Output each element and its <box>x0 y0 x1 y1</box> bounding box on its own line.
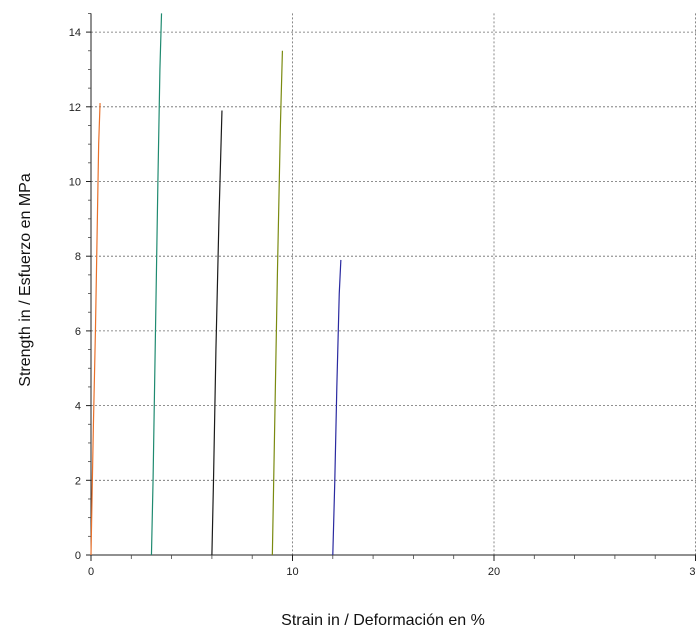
axes <box>90 13 696 556</box>
x-tick-label: 0 <box>88 566 94 578</box>
series-line-2 <box>150 13 163 556</box>
y-tick-label: 6 <box>75 326 81 338</box>
x-tick-label: 10 <box>286 566 298 578</box>
series-line-3 <box>211 110 223 556</box>
y-tick-label: 12 <box>69 102 81 114</box>
y-axis-title: Strength in / Esfuerzo en MPa <box>17 173 34 387</box>
tick-labels: 0 2 4 6 8 10 12 14 0 10 20 30 <box>69 27 696 578</box>
series-line-5 <box>332 259 342 556</box>
grid-lines <box>91 13 696 555</box>
data-series <box>90 13 342 556</box>
x-tick-label: 20 <box>488 566 500 578</box>
x-tick-label: 30 <box>689 566 696 578</box>
y-tick-label: 10 <box>69 177 81 189</box>
y-tick-label: 14 <box>69 27 81 39</box>
y-tick-label: 4 <box>75 401 81 413</box>
y-tick-label: 2 <box>75 475 81 487</box>
x-axis-title: Strain in / Deformación en % <box>281 612 485 629</box>
series-line-4 <box>271 50 284 556</box>
y-tick-label: 0 <box>75 550 81 562</box>
tick-marks <box>86 13 696 561</box>
y-tick-label: 8 <box>75 251 81 263</box>
series-line-1 <box>90 103 101 556</box>
